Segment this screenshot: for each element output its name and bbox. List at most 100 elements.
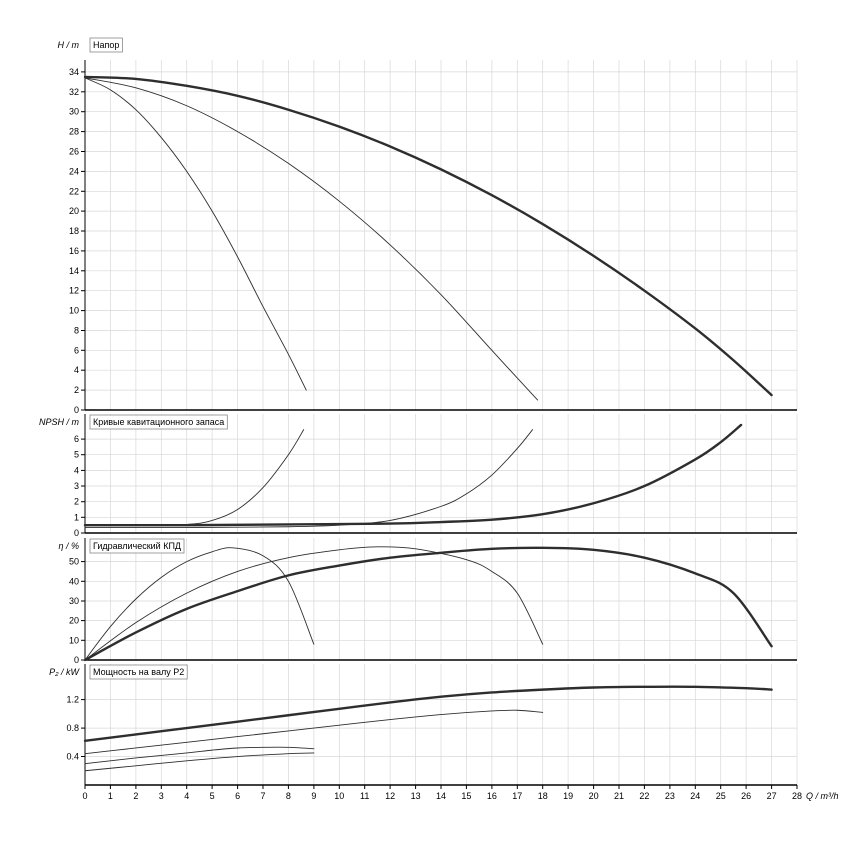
y-tick-label-head: 10 bbox=[69, 306, 79, 316]
panel-title-power: Мощность на валу P2 bbox=[93, 667, 184, 677]
x-tick-label: 16 bbox=[487, 791, 497, 801]
x-tick-label: 28 bbox=[792, 791, 802, 801]
panel-title-box-npsh bbox=[89, 414, 228, 430]
y-tick-label-power: 0.4 bbox=[66, 752, 79, 762]
x-axis-label: Q / m³/h bbox=[806, 791, 839, 801]
grid-power bbox=[85, 664, 798, 785]
panel-title-box-power bbox=[89, 664, 188, 680]
x-tick-label: 4 bbox=[184, 791, 189, 801]
y-tick-label-head: 24 bbox=[69, 166, 79, 176]
x-tick-label: 10 bbox=[334, 791, 344, 801]
x-tick-label: 9 bbox=[311, 791, 316, 801]
y-tick-label-head: 2 bbox=[74, 385, 79, 395]
y-tick-label-efficiency: 50 bbox=[69, 557, 79, 567]
y-axis-label-power: P₂ / kW bbox=[49, 667, 80, 677]
x-tick-label: 0 bbox=[82, 791, 87, 801]
y-tick-label-head: 14 bbox=[69, 266, 79, 276]
y-axis-label-npsh: NPSH / m bbox=[39, 417, 80, 427]
x-tick-label: 20 bbox=[589, 791, 599, 801]
x-tick-label: 14 bbox=[436, 791, 446, 801]
x-tick-label: 18 bbox=[538, 791, 548, 801]
y-tick-label-power: 1.2 bbox=[66, 695, 79, 705]
y-tick-label-head: 20 bbox=[69, 206, 79, 216]
series-eff-curve-low bbox=[84, 547, 315, 661]
panel-title-box-head bbox=[89, 37, 123, 53]
x-tick-label: 19 bbox=[563, 791, 573, 801]
y-tick-label-head: 26 bbox=[69, 147, 79, 157]
y-tick-label-efficiency: 20 bbox=[69, 616, 79, 626]
y-tick-label-head: 30 bbox=[69, 107, 79, 117]
y-tick-label-npsh: 1 bbox=[74, 512, 79, 522]
y-axis-label-efficiency: η / % bbox=[58, 541, 79, 551]
y-tick-label-npsh: 0 bbox=[74, 528, 79, 538]
grid-head bbox=[85, 60, 798, 410]
x-tick-label: 15 bbox=[461, 791, 471, 801]
grid-efficiency bbox=[85, 538, 798, 660]
x-tick-label: 5 bbox=[210, 791, 215, 801]
y-tick-label-head: 34 bbox=[69, 67, 79, 77]
x-axis: 0 1 2 3 4 5 6 7 8 9 10 11 12 13 14 15 16 17 18 19 20 21 22 23 24… bbox=[82, 785, 839, 801]
x-tick-label: 11 bbox=[360, 791, 369, 801]
y-tick-label-efficiency: 10 bbox=[69, 635, 79, 645]
series-head-curve-full bbox=[83, 75, 773, 397]
y-tick-label-head: 28 bbox=[69, 127, 79, 137]
y-tick-label-npsh: 6 bbox=[74, 434, 79, 444]
y-tick-label-power: 0.8 bbox=[66, 723, 79, 733]
panel-power: 0.4 0.8 1.2 P₂ / kW Мощность на валу P2 bbox=[49, 664, 798, 786]
y-tick-label-head: 4 bbox=[74, 365, 79, 375]
x-tick-label: 1 bbox=[108, 791, 113, 801]
x-tick-label: 6 bbox=[235, 791, 240, 801]
x-tick-label: 24 bbox=[690, 791, 700, 801]
y-tick-label-head: 16 bbox=[69, 246, 79, 256]
series-eff-curve-full bbox=[83, 546, 773, 662]
x-tick-label: 8 bbox=[286, 791, 291, 801]
grid-npsh bbox=[85, 414, 798, 533]
y-tick-label-head: 6 bbox=[74, 345, 79, 355]
x-tick-label: 13 bbox=[411, 791, 421, 801]
y-tick-label-npsh: 3 bbox=[74, 481, 79, 491]
y-tick-label-npsh: 5 bbox=[74, 450, 79, 460]
x-tick-label: 7 bbox=[260, 791, 265, 801]
series-eff-curve-mid bbox=[84, 546, 544, 661]
x-tick-label: 22 bbox=[639, 791, 649, 801]
y-tick-label-head: 18 bbox=[69, 226, 79, 236]
series-p2-curve-full bbox=[83, 685, 773, 743]
series-head-curve-low bbox=[84, 77, 307, 391]
y-axis-label-head: H / m bbox=[58, 40, 80, 50]
y-tick-label-npsh: 4 bbox=[74, 465, 79, 475]
panel-title-efficiency: Гидравлический КПД bbox=[93, 541, 181, 551]
series-npsh-curve-mid bbox=[84, 429, 533, 529]
x-tick-label: 26 bbox=[741, 791, 751, 801]
x-tick-label: 27 bbox=[767, 791, 777, 801]
y-tick-label-head: 0 bbox=[74, 405, 79, 415]
x-tick-label: 23 bbox=[665, 791, 675, 801]
panel-title-npsh: Кривые кавитационного запаса bbox=[93, 417, 224, 427]
x-tick-label: 25 bbox=[716, 791, 726, 801]
series-head-curve-mid bbox=[84, 77, 539, 401]
series-npsh-curve-full bbox=[83, 423, 743, 527]
panel-title-head: Напор bbox=[93, 40, 119, 50]
series-p2-curve-mid bbox=[84, 709, 544, 755]
x-tick-label: 12 bbox=[385, 791, 395, 801]
x-tick-label: 17 bbox=[512, 791, 522, 801]
y-tick-label-npsh: 2 bbox=[74, 497, 79, 507]
x-tick-label: 21 bbox=[614, 791, 624, 801]
series-p2-curve-low bbox=[84, 746, 315, 765]
y-tick-label-efficiency: 40 bbox=[69, 576, 79, 586]
x-tick-label: 2 bbox=[133, 791, 138, 801]
y-tick-label-head: 12 bbox=[69, 286, 79, 296]
series-p2-curve-low-2 bbox=[84, 752, 315, 772]
panel-npsh: 0 1 2 3 4 5 6 NPSH / m Кривые кавитационного зап… bbox=[39, 414, 798, 538]
y-tick-label-efficiency: 0 bbox=[74, 655, 79, 665]
series-npsh-curve-low bbox=[84, 429, 305, 526]
panel-title-box-efficiency bbox=[89, 538, 185, 554]
y-tick-label-head: 8 bbox=[74, 326, 79, 336]
y-tick-label-head: 22 bbox=[69, 186, 79, 196]
y-tick-label-efficiency: 30 bbox=[69, 596, 79, 606]
x-tick-label: 3 bbox=[159, 791, 164, 801]
panel-efficiency: 0 10 20 30 40 50 η / % Гидравлический КПД bbox=[58, 538, 798, 665]
y-tick-label-head: 32 bbox=[69, 87, 79, 97]
